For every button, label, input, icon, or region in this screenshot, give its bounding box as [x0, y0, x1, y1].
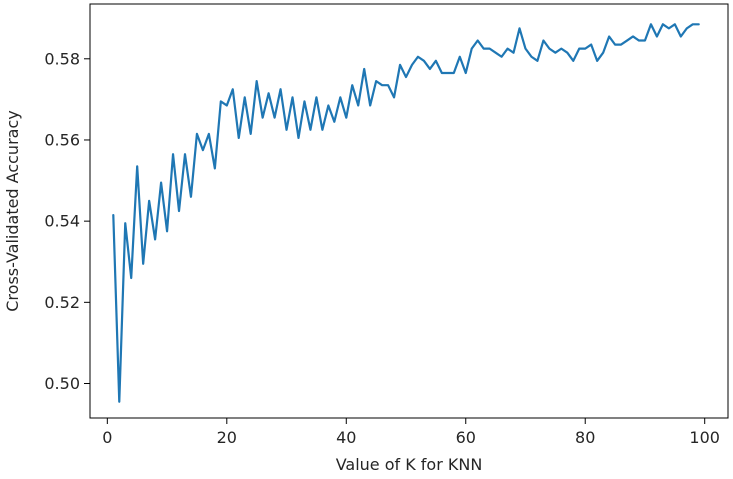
y-tick-label: 0.52: [44, 293, 80, 312]
x-tick-label: 0: [102, 428, 112, 447]
x-axis-label: Value of K for KNN: [336, 455, 483, 474]
y-tick-label: 0.50: [44, 374, 80, 393]
x-tick-label: 20: [217, 428, 237, 447]
series-layer: [112, 23, 700, 403]
y-tick-label: 0.56: [44, 130, 80, 149]
x-tick-label: 80: [575, 428, 595, 447]
y-tick-label: 0.58: [44, 49, 80, 68]
plot-area-frame: [89, 3, 729, 419]
series-line: [112, 23, 700, 403]
y-axis-label: Cross-Validated Accuracy: [3, 110, 22, 311]
x-tick-label: 40: [336, 428, 356, 447]
y-axis: 0.50 0.52 0.54 0.56 0.58: [44, 49, 90, 393]
y-tick-label: 0.54: [44, 212, 80, 231]
x-axis: 0 20 40 60 80 100: [102, 418, 720, 447]
x-tick-label: 100: [689, 428, 720, 447]
x-tick-label: 60: [456, 428, 476, 447]
